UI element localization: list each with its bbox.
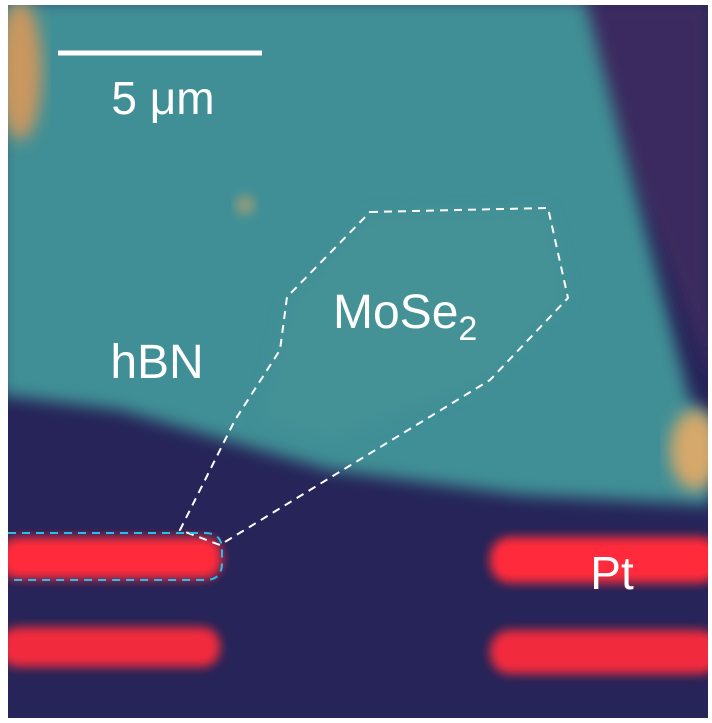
- mose2-text: MoSe: [333, 286, 458, 339]
- spot: [0, 0, 42, 140]
- pt-label: Pt: [590, 547, 634, 599]
- spot: [235, 195, 255, 215]
- scale-bar-label: 5 μm: [111, 72, 214, 124]
- mose2-label: MoSe2: [333, 286, 477, 348]
- pt-electrode: [490, 630, 712, 674]
- micrograph: 5 μm hBN MoSe2 Pt: [0, 0, 712, 723]
- pt-electrode: [0, 537, 222, 579]
- pt-electrode: [0, 627, 220, 667]
- hbn-label: hBN: [110, 336, 203, 389]
- mose2-subscript: 2: [458, 310, 477, 348]
- image: [0, 0, 712, 718]
